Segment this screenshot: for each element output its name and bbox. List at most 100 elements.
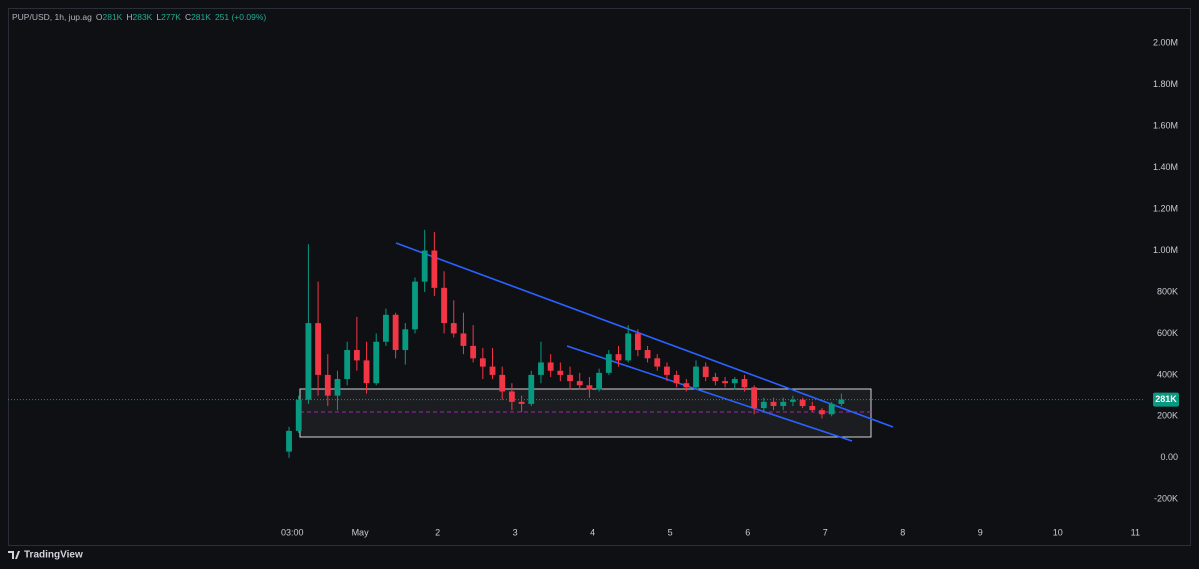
candle-body	[363, 360, 370, 384]
candle-body	[799, 399, 806, 406]
candle-body	[828, 403, 835, 415]
trend-line	[395, 242, 894, 428]
candle-body	[615, 354, 622, 361]
x-tick-label: 11	[1131, 527, 1140, 537]
candle-body	[538, 362, 544, 375]
y-tick-label: 1.20M	[1153, 203, 1178, 213]
symbol: PUP/USD, 1h, jup.ag	[12, 12, 92, 22]
change: 251 (+0.09%)	[215, 12, 266, 22]
candle-body	[334, 379, 341, 396]
candle-body	[605, 354, 612, 373]
candle-body	[412, 281, 418, 330]
candle-body	[693, 366, 699, 388]
x-tick-label: 4	[590, 527, 595, 537]
candle-body	[634, 333, 641, 351]
candle-body	[780, 401, 787, 406]
candle-body	[557, 370, 564, 375]
y-tick-label: 1.60M	[1153, 121, 1178, 131]
c-label: C	[185, 12, 191, 22]
candle-body	[528, 374, 535, 404]
high-value: 283K	[132, 12, 152, 22]
y-tick-label: -200K	[1154, 494, 1178, 504]
last-price-tag: 281K	[1155, 394, 1177, 404]
last-price-tag-bg	[1153, 392, 1179, 407]
candle-body	[751, 387, 758, 409]
candle-body	[567, 374, 573, 382]
o-label: O	[96, 12, 103, 22]
candle-body	[664, 366, 670, 375]
x-tick-label: 9	[978, 527, 983, 537]
x-tick-label: 7	[823, 527, 828, 537]
low-value: 277K	[161, 12, 181, 22]
candle-body	[731, 379, 738, 384]
candle-body	[324, 374, 331, 396]
candle-body	[596, 372, 603, 390]
candle-body	[450, 323, 457, 334]
candle-body	[295, 399, 302, 431]
logo-icon	[8, 551, 20, 559]
y-tick-label: 1.80M	[1153, 79, 1178, 89]
x-tick-label: 5	[668, 527, 673, 537]
y-tick-label: 1.40M	[1153, 162, 1178, 172]
close-value: 281K	[191, 12, 211, 22]
candle-body	[441, 287, 447, 324]
candle-body	[518, 401, 525, 404]
candle-body	[431, 250, 438, 288]
candle-body	[470, 345, 477, 359]
candle-body	[838, 399, 845, 404]
candle-body	[547, 362, 554, 371]
candle-body	[499, 374, 506, 392]
candle-body	[489, 366, 496, 375]
h-label: H	[126, 12, 132, 22]
candle-body	[315, 323, 321, 375]
frame	[8, 8, 1191, 546]
candle-body	[673, 374, 680, 384]
candle-body	[344, 350, 351, 380]
candle-body	[383, 314, 389, 342]
y-tick-label: 600K	[1157, 328, 1178, 338]
x-tick-label: 2	[435, 527, 440, 537]
candle-body	[790, 399, 796, 402]
candle-body	[479, 358, 486, 367]
candle-body	[625, 333, 632, 361]
y-tick-label: 400K	[1157, 369, 1178, 379]
candle-body	[586, 385, 593, 390]
tradingview-logo: TradingView	[8, 550, 83, 561]
open-value: 281K	[102, 12, 122, 22]
candle-body	[460, 333, 467, 346]
y-tick-label: 0.00	[1160, 452, 1178, 462]
candle-body	[286, 430, 292, 452]
candle-body	[402, 329, 409, 351]
candle-body	[683, 383, 690, 388]
x-tick-label: 3	[513, 527, 518, 537]
x-tick-label: 8	[900, 527, 905, 537]
x-tick-label: May	[352, 527, 370, 537]
candle-body	[576, 381, 583, 386]
candle-body	[770, 401, 777, 406]
x-tick-label: 6	[745, 527, 750, 537]
candle-body	[305, 323, 312, 400]
legend-header: PUP/USD, 1h, jup.ag O281K H283K L277K C281K 2…	[12, 12, 266, 22]
candle-body	[819, 410, 825, 415]
y-tick-label: 1.00M	[1153, 245, 1178, 255]
candle-body	[508, 391, 515, 402]
trend-line	[566, 345, 853, 442]
candle-body	[722, 381, 728, 384]
y-tick-label: 2.00M	[1153, 38, 1178, 48]
range-box	[299, 388, 872, 438]
plot: -200K 0.00 200K 400K 600K 800K 1.00M 1.20M 1.40M…	[8, 38, 1179, 537]
candle-body	[760, 401, 767, 409]
candle-body	[353, 350, 360, 361]
candle-body	[741, 379, 748, 388]
candle-body	[392, 314, 399, 351]
l-label: L	[156, 12, 161, 22]
candle-body	[654, 358, 661, 367]
candle-body	[809, 405, 816, 411]
candle-body	[421, 250, 428, 282]
brand: TradingView	[24, 550, 83, 561]
y-tick-label: 200K	[1157, 411, 1178, 421]
candle-body	[644, 350, 651, 359]
